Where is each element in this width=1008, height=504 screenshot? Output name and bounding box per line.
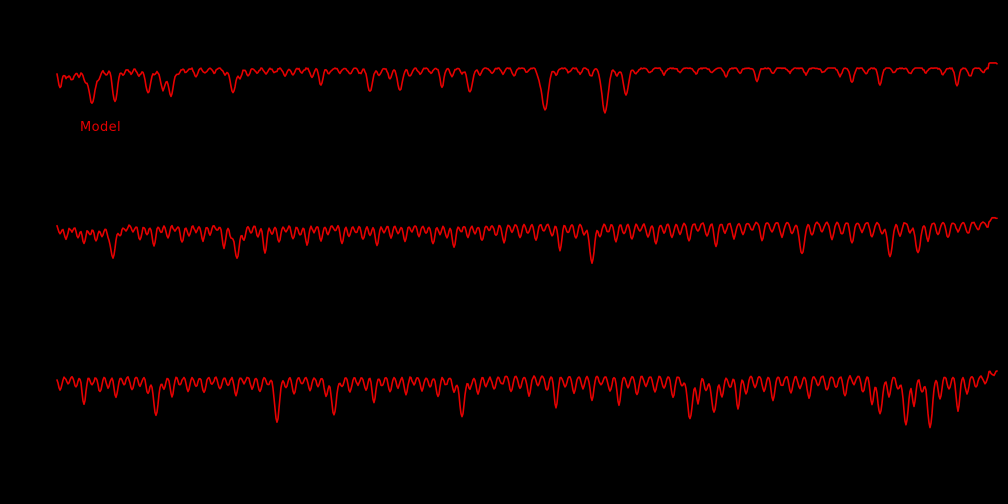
model-spectrum-line [56, 216, 998, 265]
model-spectrum-line [56, 370, 998, 429]
panel-top-spectrum [56, 62, 998, 114]
panel-middle-spectrum [56, 216, 998, 265]
legend-label-model: Model [80, 120, 122, 135]
model-spectrum-line [56, 62, 998, 114]
panel-bottom-spectrum [56, 370, 998, 429]
